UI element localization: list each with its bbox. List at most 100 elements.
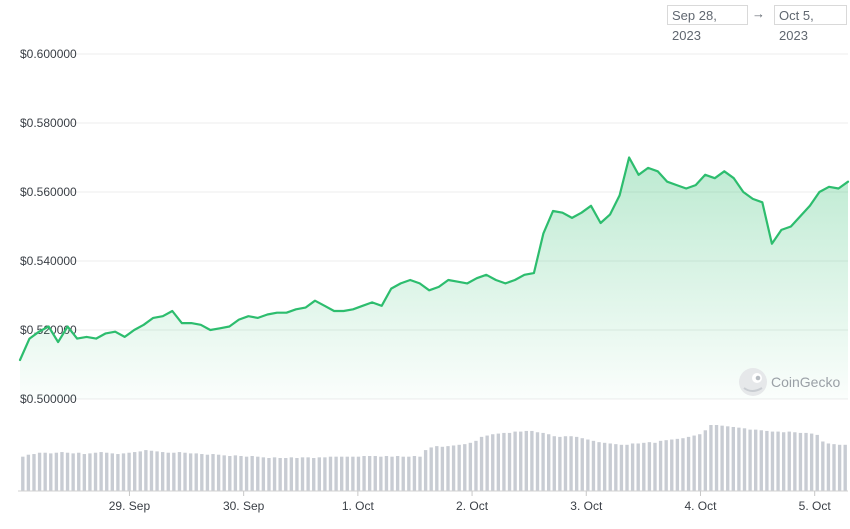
volume-bar (205, 454, 210, 491)
volume-bar (524, 430, 528, 491)
volume-bar (289, 457, 294, 491)
volume-bar (636, 443, 640, 491)
volume-bar (519, 431, 523, 491)
volume-bar (77, 452, 81, 491)
volume-bar (323, 457, 327, 491)
volume-bar (502, 432, 506, 491)
volume-bar (804, 432, 808, 491)
volume-bar (837, 444, 842, 491)
date-range-start[interactable]: Sep 28, 2023 (667, 5, 748, 43)
volume-bar (547, 434, 551, 491)
volume-bar (127, 452, 131, 491)
volume-bar (798, 432, 803, 491)
volume-bar (183, 452, 187, 491)
volume-bar (423, 450, 428, 491)
volume-bar (479, 436, 484, 491)
volume-bar (144, 450, 148, 491)
volume-bar (26, 454, 31, 491)
volume-bar (614, 444, 618, 491)
volume-bar (726, 426, 730, 491)
volume-bar (216, 454, 221, 491)
volume-bar (675, 438, 680, 491)
volume-bar (121, 453, 126, 491)
volume-bar (440, 446, 445, 491)
volume-bar (166, 452, 170, 491)
volume-bar (99, 452, 103, 491)
volume-bar (390, 456, 394, 491)
volume-bar (200, 454, 204, 491)
volume-bar (530, 430, 534, 491)
volume-bar (82, 454, 87, 491)
volume-bar (815, 434, 819, 491)
volume-bar (317, 457, 321, 491)
volume-bar (233, 455, 238, 491)
x-axis-tick-labels: 29. Sep 30. Sep 1. Oct 2. Oct 3. Oct 4. Oct 5.… (109, 491, 832, 513)
volume-bar (597, 442, 601, 491)
volume-bar (278, 458, 282, 491)
volume-bar (602, 442, 607, 491)
price-area-fill (20, 157, 848, 399)
volume-bar (244, 456, 249, 491)
volume-bar (692, 435, 696, 491)
volume-bar (177, 452, 182, 491)
volume-bar (88, 453, 92, 491)
volume-bar (21, 456, 25, 491)
volume-bar (513, 431, 517, 491)
volume-bar (731, 426, 735, 491)
volume-bar (619, 444, 624, 491)
volume-bar (586, 439, 590, 491)
volume-bar (698, 434, 702, 491)
volume-bar (625, 444, 629, 491)
watermark-text: CoinGecko (771, 374, 840, 390)
volume-bar (49, 453, 53, 491)
volume-bar (541, 432, 545, 491)
date-range-end[interactable]: Oct 5, 2023 (774, 5, 847, 43)
volume-bar (451, 445, 456, 491)
volume-bar (759, 430, 763, 491)
volume-bar (71, 453, 75, 491)
volume-bar (412, 456, 417, 491)
volume-bar (418, 456, 422, 491)
volume-bar (105, 452, 109, 491)
volume-bar (468, 442, 473, 491)
volume-bar (832, 444, 836, 491)
volume-bar (574, 436, 579, 491)
volume-bar (709, 425, 713, 491)
volume-bar (133, 452, 137, 491)
x-tick-label: 30. Sep (223, 499, 265, 513)
volume-bar (60, 452, 64, 491)
volume-bar (703, 430, 708, 491)
volume-bar (457, 444, 461, 491)
volume-bar (155, 451, 159, 491)
volume-bar (228, 456, 232, 491)
y-tick-label: $0.580000 (20, 116, 77, 130)
volume-bar (569, 436, 573, 491)
volume-bar (54, 452, 59, 491)
volume-bar (345, 456, 349, 491)
x-tick-label: 1. Oct (342, 499, 375, 513)
date-range-arrow-icon: → (752, 6, 765, 21)
volume-bar (306, 457, 310, 491)
volume-bar (496, 433, 501, 491)
volume-bar (172, 452, 176, 491)
volume-bar (351, 456, 355, 491)
price-line[interactable] (18, 156, 850, 362)
x-tick-label: 5. Oct (799, 499, 832, 513)
y-tick-label: $0.600000 (20, 47, 77, 61)
volume-bar (401, 456, 405, 491)
volume-bar (250, 456, 254, 491)
volume-bar (826, 443, 831, 491)
volume-bar (720, 425, 724, 491)
volume-bar (770, 431, 775, 491)
volume-bar (362, 456, 366, 491)
volume-bar (681, 438, 685, 491)
volume-bar (821, 441, 825, 491)
volume-bar (429, 447, 433, 491)
volume-bar (776, 431, 780, 491)
volume-bar (485, 435, 489, 491)
volume-bar (765, 430, 769, 491)
volume-bar (160, 452, 165, 491)
volume-bar (384, 456, 389, 491)
